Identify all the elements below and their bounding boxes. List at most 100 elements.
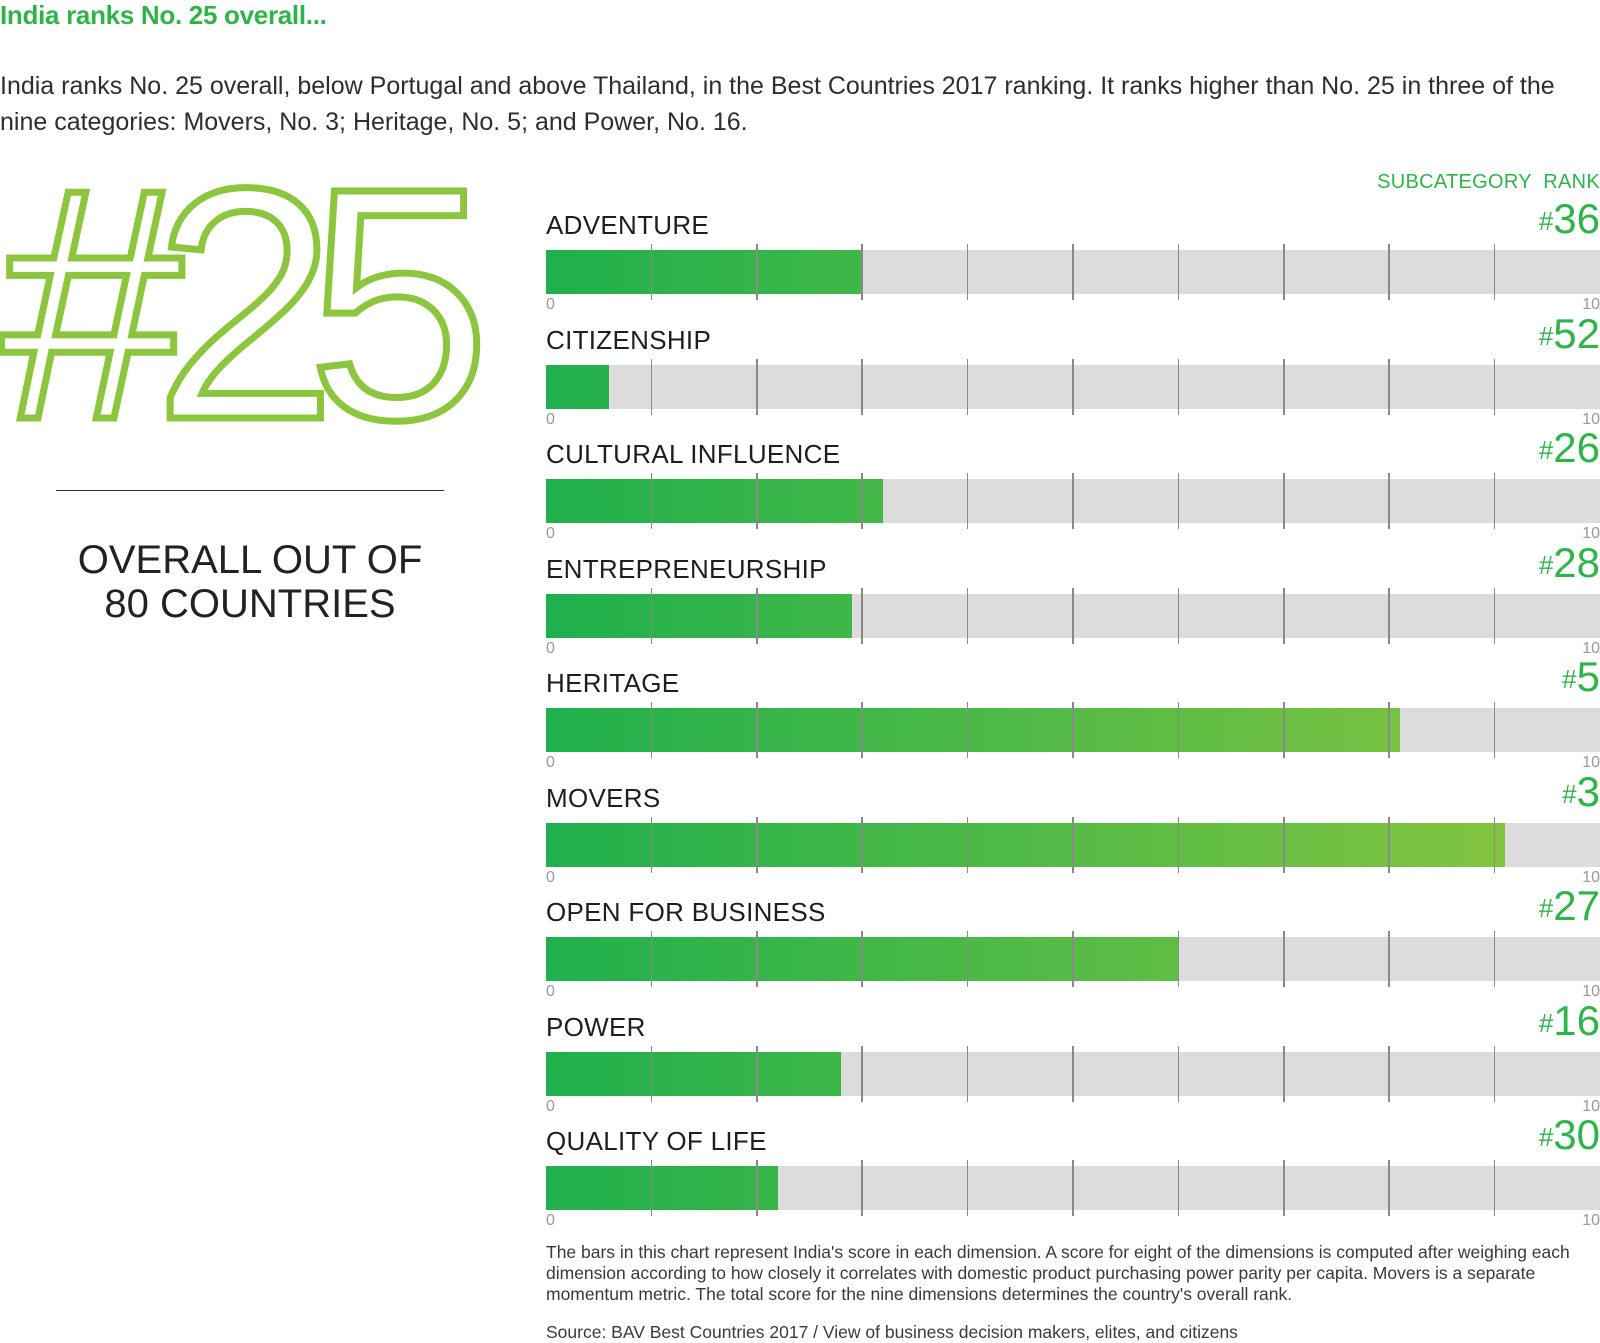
subcategory-bar-chart: ADVENTURE #36 0 10 CITIZENSHIP #52 0 10 CULTURAL…	[546, 198, 1600, 1240]
axis-max-label: 10	[1582, 410, 1600, 428]
rank-hash-symbol: #	[1538, 206, 1554, 236]
bar-row: OPEN FOR BUSINESS #27 0 10	[546, 885, 1600, 1002]
rank-hash-symbol: #	[1562, 664, 1577, 694]
subcategory-rank: #27	[1539, 885, 1600, 927]
gridline	[861, 358, 863, 415]
overall-caption: OVERALL OUT OF 80 COUNTRIES	[56, 538, 444, 626]
gridline	[756, 702, 758, 758]
bar-track	[546, 1045, 1600, 1102]
gridline	[1072, 244, 1074, 300]
bar-track	[546, 473, 1600, 529]
subcategory-rank: #36	[1539, 198, 1600, 240]
bar-track	[546, 587, 1600, 644]
divider	[56, 490, 444, 491]
gridline	[1493, 1160, 1496, 1216]
subcategory-rank: #52	[1538, 312, 1600, 355]
gridline	[1283, 702, 1285, 758]
gridline	[650, 358, 653, 415]
gridline	[650, 702, 653, 758]
gridline	[1177, 244, 1180, 300]
category-label: MOVERS	[546, 782, 661, 813]
bar-row: ADVENTURE #36 0 10	[546, 198, 1600, 315]
bar-track	[546, 1160, 1600, 1216]
gridline	[650, 473, 653, 529]
gridline	[756, 816, 758, 873]
chart-note: The bars in this chart represent India's…	[546, 1242, 1570, 1304]
rank-hash-symbol: #	[1538, 320, 1554, 351]
gridline	[1493, 1045, 1496, 1102]
gridline	[1493, 587, 1496, 644]
gridline	[1388, 702, 1390, 758]
gridline	[1493, 358, 1496, 415]
bar	[546, 593, 852, 638]
bar	[546, 479, 884, 523]
axis-max-label: 10	[1582, 1212, 1600, 1229]
gridline	[861, 931, 863, 987]
subcategory-rank: #16	[1539, 996, 1600, 1044]
gridline	[861, 244, 863, 300]
overall-rank: #25	[0, 116, 511, 492]
gridline	[756, 1045, 758, 1102]
subcategory-rank-header: SUBCATEGORY RANK	[1377, 171, 1600, 193]
bar-track	[546, 358, 1600, 415]
gridline	[1283, 1045, 1285, 1102]
bar-row: POWER #16 0 10	[546, 996, 1600, 1117]
gridline	[861, 587, 863, 644]
axis-min-label: 0	[546, 525, 555, 542]
subcategory-rank: #5	[1562, 656, 1600, 698]
gridline	[1177, 702, 1180, 758]
axis-min-label: 0	[546, 983, 555, 1000]
bar-track	[546, 931, 1600, 987]
gridline	[1177, 816, 1180, 873]
gridline	[1283, 473, 1285, 529]
gridline	[1283, 587, 1285, 644]
gridline	[756, 587, 758, 644]
axis-max-label: 10	[1582, 1097, 1600, 1115]
gridline	[861, 473, 863, 529]
gridline	[1493, 244, 1496, 300]
bar	[546, 364, 610, 409]
category-label: OPEN FOR BUSINESS	[546, 897, 826, 927]
category-label: ENTREPRENEURSHIP	[546, 553, 827, 584]
gridline	[1388, 358, 1390, 415]
gridline	[861, 816, 863, 873]
gridline	[861, 1045, 863, 1102]
rank-hash-symbol: #	[1562, 778, 1577, 809]
gridline	[861, 702, 863, 758]
subcategory-rank: #30	[1539, 1114, 1600, 1156]
intro-paragraph: India ranks No. 25 overall, below Portug…	[0, 72, 1555, 136]
bar	[546, 1166, 778, 1210]
bar-row: ENTREPRENEURSHIP #28 0 10	[546, 541, 1600, 659]
gridline	[1072, 816, 1074, 873]
category-label: ADVENTURE	[546, 210, 710, 240]
axis-max-label: 10	[1582, 754, 1600, 771]
gridline	[1072, 931, 1074, 987]
gridline	[1072, 1045, 1074, 1102]
gridline	[650, 1160, 653, 1216]
headline: India ranks No. 25 overall...	[0, 0, 327, 30]
gridline	[1493, 702, 1496, 758]
rank-hash-symbol: #	[1538, 549, 1554, 580]
axis-max-label: 10	[1582, 525, 1600, 542]
bar-track	[546, 702, 1600, 758]
gridline	[1283, 244, 1285, 300]
overall-caption-line2: 80 COUNTRIES	[104, 582, 396, 626]
category-label: HERITAGE	[546, 668, 680, 698]
axis-min-label: 0	[546, 410, 555, 428]
bar	[546, 708, 1400, 752]
gridline	[966, 587, 969, 644]
overall-caption-line1: OVERALL OUT OF	[77, 538, 423, 582]
bar	[546, 1051, 842, 1096]
rank-hash-symbol: #	[1538, 435, 1554, 465]
gridline	[1388, 1045, 1390, 1102]
gridline	[1072, 473, 1074, 529]
overall-rank-number: #25	[0, 119, 477, 488]
gridline	[1388, 587, 1390, 644]
gridline	[1177, 587, 1180, 644]
gridline	[756, 931, 758, 987]
rank-value: 26	[1553, 424, 1600, 471]
category-label: CITIZENSHIP	[546, 324, 712, 355]
axis-max-label: 10	[1582, 296, 1600, 313]
rank-value: 16	[1553, 996, 1600, 1044]
gridline	[650, 816, 653, 873]
